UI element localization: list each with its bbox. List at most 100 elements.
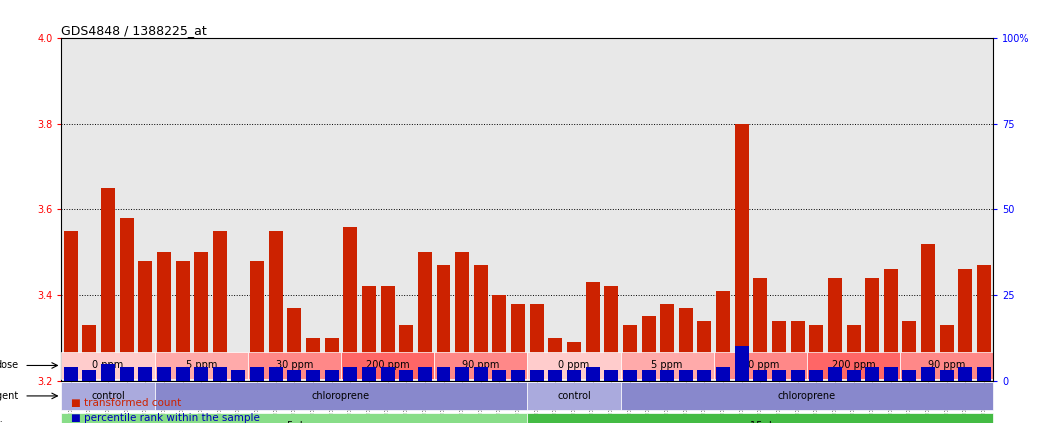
Bar [846,325,861,381]
Bar [157,252,170,381]
Bar [436,265,450,381]
Bar [250,261,264,381]
Bar [527,352,621,379]
Text: 15 d: 15 d [750,421,771,423]
Bar [434,352,527,379]
Text: 5 ppm: 5 ppm [651,360,683,371]
Bar [772,321,786,381]
Bar [380,286,395,381]
Bar [939,371,954,381]
Bar [605,371,618,381]
Text: 0 ppm: 0 ppm [92,360,124,371]
Bar [549,371,562,381]
Bar [362,286,376,381]
Bar [828,278,842,381]
Bar [977,367,991,381]
Bar [418,252,432,381]
Bar [83,371,96,381]
Bar [716,291,730,381]
Bar [921,244,935,381]
Bar [492,371,506,381]
Bar [753,278,768,381]
Bar [139,367,152,381]
Bar [232,359,246,381]
Bar [530,304,543,381]
Text: 0 ppm: 0 ppm [558,360,590,371]
Bar [527,413,993,423]
Bar [455,252,469,381]
Bar [362,367,376,381]
Bar [605,286,618,381]
Text: time: time [0,421,19,423]
Bar [120,218,133,381]
Bar [343,367,357,381]
Bar [436,367,450,381]
Text: ■ transformed count: ■ transformed count [71,398,181,408]
Bar [791,321,805,381]
Bar [621,352,714,379]
Bar [846,371,861,381]
Bar [567,342,581,381]
Bar [511,371,525,381]
Bar [530,371,543,381]
Text: 30 ppm: 30 ppm [741,360,779,371]
Text: GDS4848 / 1388225_at: GDS4848 / 1388225_at [61,24,208,37]
Bar [83,325,96,381]
Bar [343,226,357,381]
Text: 200 ppm: 200 ppm [831,360,876,371]
Bar [549,338,562,381]
Bar [679,308,693,381]
Bar [567,371,581,381]
Bar [157,367,170,381]
Bar [380,367,395,381]
Bar [306,371,320,381]
Bar [61,352,155,379]
Bar [714,352,807,379]
Text: control: control [557,391,591,401]
Bar [248,352,341,379]
Bar [753,371,768,381]
Text: 30 ppm: 30 ppm [275,360,313,371]
Bar [61,413,527,423]
Text: chloroprene: chloroprene [312,391,370,401]
Bar [101,364,115,381]
Bar [900,352,993,379]
Bar [176,261,190,381]
Text: ■ percentile rank within the sample: ■ percentile rank within the sample [71,413,259,423]
Bar [735,124,749,381]
Bar [306,338,320,381]
Bar [884,367,898,381]
Text: 90 ppm: 90 ppm [462,360,500,371]
Bar [213,367,227,381]
Bar [473,265,488,381]
Bar [325,371,339,381]
Bar [139,261,152,381]
Bar [884,269,898,381]
Bar [809,371,823,381]
Bar [735,346,749,381]
Bar [921,367,935,381]
Bar [807,352,900,379]
Bar [642,371,656,381]
Bar [586,367,599,381]
Text: 200 ppm: 200 ppm [365,360,410,371]
Bar [455,367,469,381]
Bar [698,321,712,381]
Bar [155,382,527,409]
Bar [698,371,712,381]
Text: 5 d: 5 d [287,421,302,423]
Bar [194,367,209,381]
Bar [194,252,209,381]
Bar [623,325,636,381]
Bar [213,231,227,381]
Bar [865,367,879,381]
Bar [623,371,636,381]
Text: control: control [91,391,125,401]
Bar [716,367,730,381]
Bar [232,371,246,381]
Bar [287,371,302,381]
Bar [341,352,434,379]
Bar [865,278,879,381]
Bar [399,325,413,381]
Bar [418,367,432,381]
